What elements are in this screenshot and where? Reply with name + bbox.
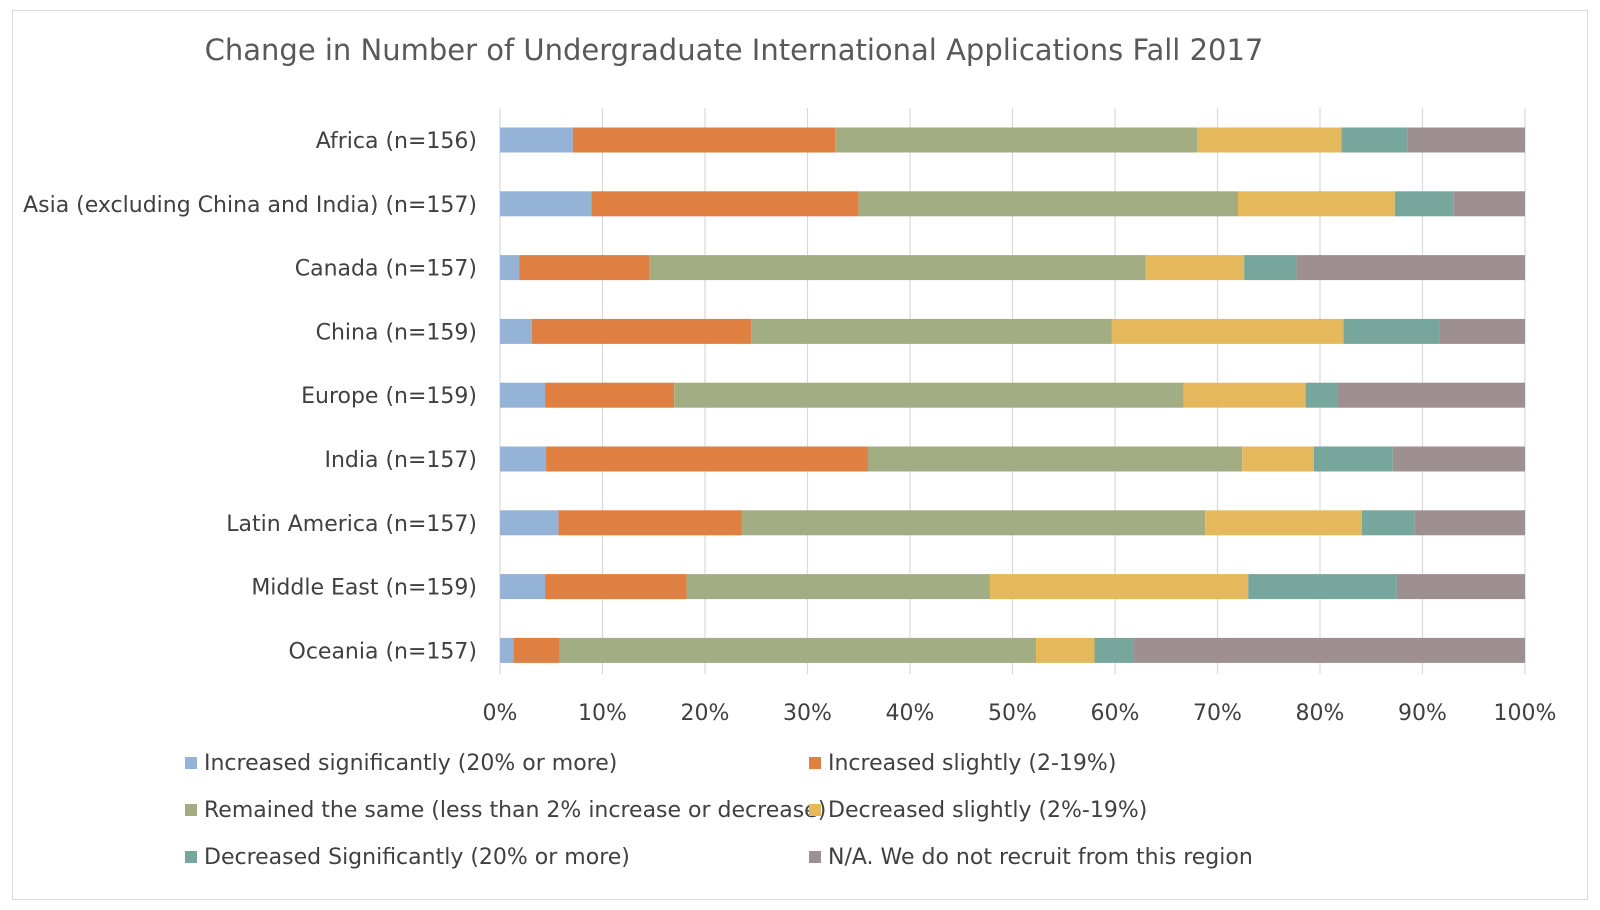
legend-label: Increased slightly (2-19%) (828, 751, 1116, 776)
bar-segment (674, 382, 1184, 408)
legend-label: Increased significantly (20% or more) (204, 751, 617, 776)
bar-segment (558, 510, 742, 536)
bar-segment (858, 191, 1238, 217)
category-label: Oceania (n=157) (289, 639, 478, 664)
bar-segment (1133, 637, 1525, 663)
bar-segment (1036, 637, 1095, 663)
bars (500, 127, 1525, 663)
bar-segment (1407, 127, 1525, 153)
bar-segment (1197, 127, 1342, 153)
bar-segment (500, 637, 514, 663)
bar-segment (1244, 255, 1297, 281)
bar-segment (1242, 446, 1314, 472)
bar-segment (1145, 255, 1245, 281)
bar-segment (559, 637, 1037, 663)
bar-segment (1205, 510, 1363, 536)
x-tick-label: 70% (1193, 701, 1242, 726)
bar-segment (545, 574, 687, 600)
category-label: Middle East (n=159) (251, 576, 477, 601)
bar-segment (500, 574, 546, 600)
category-label: Europe (n=159) (301, 384, 477, 409)
bar-segment (1439, 318, 1525, 344)
bar-segment (1313, 446, 1393, 472)
bar-segment (500, 510, 559, 536)
x-tick-label: 50% (988, 701, 1037, 726)
bar-segment (649, 255, 1146, 281)
category-label: India (n=157) (324, 448, 477, 473)
bar-segment (591, 191, 859, 217)
bar-segment (741, 510, 1206, 536)
bar-segment (1343, 318, 1440, 344)
x-tick-label: 0% (483, 701, 518, 726)
bar-segment (500, 318, 532, 344)
legend: Increased significantly (20% or more) Inc… (185, 751, 1253, 870)
bar-segment (1094, 637, 1134, 663)
bar-segment (1362, 510, 1415, 536)
category-label: Latin America (n=157) (226, 512, 477, 537)
category-label: Africa (n=156) (316, 129, 477, 154)
bar-segment (1305, 382, 1338, 408)
x-tick-label: 80% (1296, 701, 1345, 726)
legend-swatch (185, 851, 197, 863)
bar-segment (500, 127, 573, 153)
chart-title: Change in Number of Undergraduate Intern… (205, 33, 1264, 67)
bar-segment (500, 382, 546, 408)
legend-label: Remained the same (less than 2% increase… (204, 798, 826, 823)
x-tick-label: 100% (1494, 701, 1557, 726)
bar-segment (1183, 382, 1306, 408)
legend-swatch (809, 757, 821, 769)
legend-swatch (185, 804, 197, 816)
bar-segment (1394, 191, 1454, 217)
bar-segment (500, 191, 592, 217)
bar-segment (546, 446, 868, 472)
legend-label: Decreased Significantly (20% or more) (204, 845, 630, 870)
bar-segment (686, 574, 990, 600)
bar-segment (751, 318, 1112, 344)
bar-segment (500, 255, 520, 281)
bar-segment (1392, 446, 1525, 472)
bar-segment (1337, 382, 1525, 408)
bar-segment (572, 127, 836, 153)
category-label: Canada (n=157) (295, 257, 477, 282)
bar-segment (1453, 191, 1525, 217)
bar-segment (989, 574, 1249, 600)
category-labels: Africa (n=156) Asia (excluding China and … (23, 129, 477, 664)
x-tick-label: 60% (1091, 701, 1140, 726)
x-tick-label: 10% (578, 701, 627, 726)
bar-segment (531, 318, 752, 344)
bar-segment (545, 382, 675, 408)
bar-segment (519, 255, 650, 281)
x-tick-label: 90% (1398, 701, 1447, 726)
bar-segment (1238, 191, 1395, 217)
legend-label: Decreased slightly (2%-19%) (828, 798, 1147, 823)
category-label: Asia (excluding China and India) (n=157) (23, 193, 477, 218)
x-tick-label: 40% (886, 701, 935, 726)
x-tick-label: 30% (783, 701, 832, 726)
bar-segment (1296, 255, 1525, 281)
bar-segment (835, 127, 1197, 153)
bar-segment (1341, 127, 1408, 153)
bar-segment (867, 446, 1243, 472)
bar-segment (1111, 318, 1344, 344)
bar-segment (1396, 574, 1525, 600)
legend-swatch (809, 804, 821, 816)
x-axis-ticks: 0% 10% 20% 30% 40% 50% 60% 70% 80% 90% 100% (483, 701, 1557, 726)
x-tick-label: 20% (681, 701, 730, 726)
category-label: China (n=159) (316, 320, 477, 345)
legend-swatch (809, 851, 821, 863)
legend-swatch (185, 757, 197, 769)
bar-segment (513, 637, 560, 663)
bar-segment (500, 446, 547, 472)
legend-label: N/A. We do not recruit from this region (828, 845, 1253, 870)
bar-segment (1248, 574, 1397, 600)
bar-segment (1414, 510, 1525, 536)
